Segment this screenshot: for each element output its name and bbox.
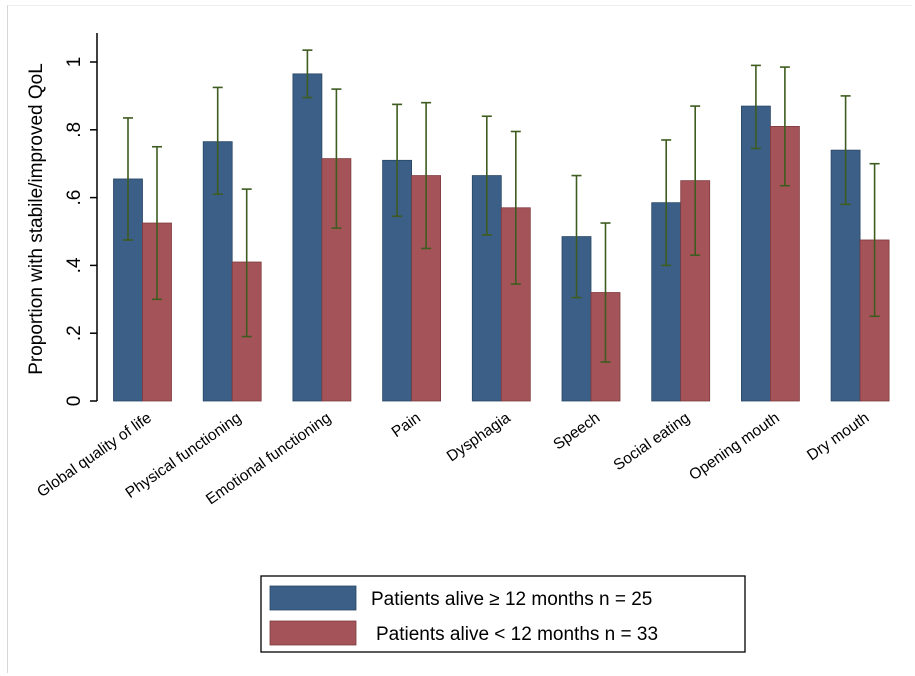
y-axis-label: Proportion with stabile/improved QoL — [26, 63, 47, 375]
y-tick-label: 1 — [64, 57, 85, 68]
x-category-label: Dry mouth — [804, 409, 872, 464]
y-tick-label: .2 — [64, 325, 85, 341]
legend: Patients alive ≥ 12 months n = 25 Patient… — [260, 575, 746, 653]
y-tick-label: .4 — [64, 257, 85, 273]
legend-swatch-1 — [269, 620, 357, 646]
bars — [113, 73, 890, 402]
legend-swatch-0 — [269, 585, 357, 611]
x-category-label: Pain — [389, 409, 424, 441]
x-category-label: Social eating — [611, 409, 693, 474]
bar-alive-12plus-2 — [292, 73, 323, 402]
x-category-label: Opening mouth — [686, 409, 783, 484]
x-category-label: Dysphagia — [444, 409, 514, 465]
y-tick-label: .8 — [64, 122, 85, 138]
x-category-label: Speech — [550, 409, 603, 453]
y-tick-label: .6 — [64, 190, 85, 206]
error-bars — [123, 49, 880, 363]
legend-label-0: Patients alive ≥ 12 months n = 25 — [371, 589, 652, 610]
y-axis: 0 .2 .4 .6 .8 1 — [64, 33, 98, 407]
bar-alive-12plus-7 — [741, 105, 771, 402]
y-tick-label: 0 — [64, 396, 85, 407]
legend-box — [260, 575, 746, 653]
legend-label-1: Patients alive < 12 months n = 33 — [376, 624, 658, 645]
chart-frame — [7, 5, 912, 673]
